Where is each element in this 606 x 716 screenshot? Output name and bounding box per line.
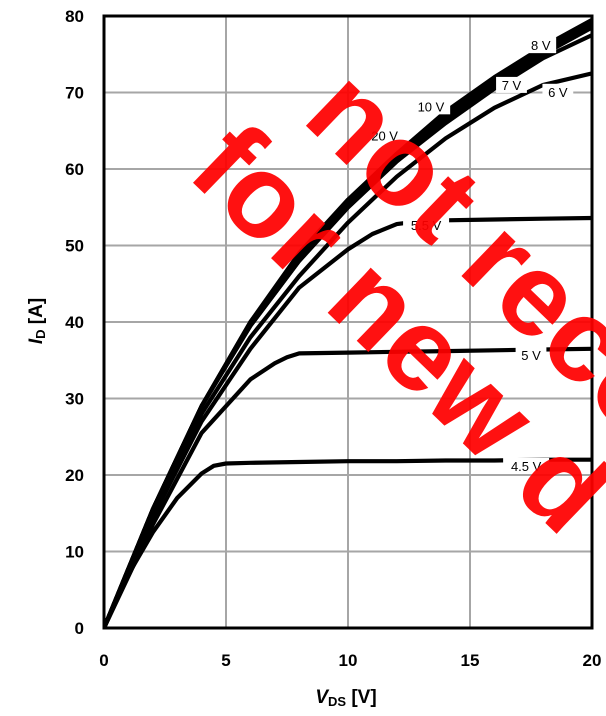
curve-5-v <box>104 346 592 628</box>
curve-label: 7 V <box>502 78 522 93</box>
curve-5-5-v <box>104 215 592 628</box>
curve-label: 5 V <box>521 348 541 363</box>
x-tick-labels: 0 5 10 15 20 <box>99 651 601 670</box>
curve-label: 20 V <box>371 128 398 143</box>
y-tick-label: 30 <box>65 390 84 409</box>
curve-labels: 20 V 10 V 8 V 7 V 6 V 5.5 V 5 V 4.5 V <box>365 37 574 474</box>
curve-label-bg <box>542 83 574 100</box>
x-tick-label: 10 <box>339 651 358 670</box>
curve-label-bg <box>503 457 550 474</box>
curve-label-bg <box>525 37 557 54</box>
x-tick-label: 15 <box>461 651 480 670</box>
curve-label: 4.5 V <box>511 459 542 474</box>
y-tick-label: 80 <box>65 7 84 26</box>
x-axis-title: VDS [V] <box>315 687 376 709</box>
curve-label-bg <box>515 346 547 363</box>
curve-4-5-v <box>104 457 592 628</box>
y-tick-label: 0 <box>75 619 84 638</box>
curve-6-v <box>104 71 592 628</box>
x-tick-label: 0 <box>99 651 108 670</box>
watermark: not reco for new d <box>167 44 606 558</box>
curve-label: 5.5 V <box>411 218 442 233</box>
y-tick-labels: 0 10 20 30 40 50 60 70 80 <box>65 7 84 638</box>
curve-label: 10 V <box>418 99 445 114</box>
plot-frame <box>102 14 594 630</box>
y-tick-label: 70 <box>65 84 84 103</box>
curve-layer <box>104 17 592 628</box>
y-tick-label: 10 <box>65 543 84 562</box>
curve-label: 8 V <box>531 38 551 53</box>
y-tick-label: 20 <box>65 466 84 485</box>
y-axis-title: ID [A] <box>26 298 48 344</box>
curve-label: 6 V <box>548 85 568 100</box>
curve-label-bg <box>403 216 450 233</box>
x-tick-label: 20 <box>583 651 602 670</box>
y-tick-label: 60 <box>65 160 84 179</box>
curve-label-bg <box>365 127 404 144</box>
curve-label-bg <box>411 98 451 115</box>
y-tick-label: 50 <box>65 237 84 256</box>
y-tick-label: 40 <box>65 313 84 332</box>
curve-label-bg <box>496 76 527 93</box>
x-tick-label: 5 <box>221 651 230 670</box>
